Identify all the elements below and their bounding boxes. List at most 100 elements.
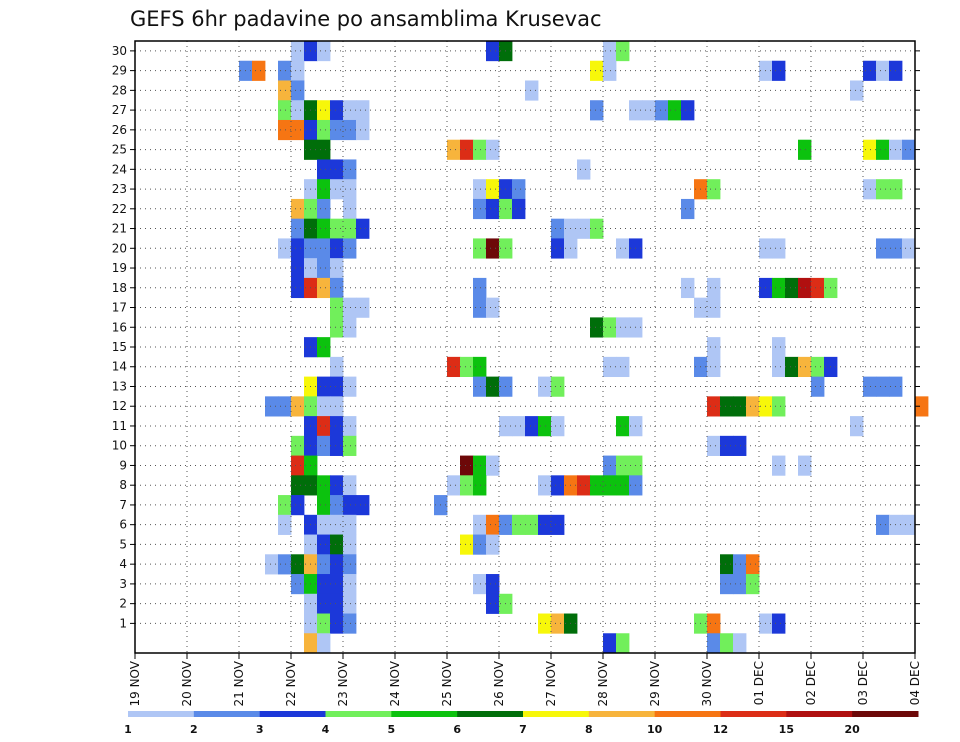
heatmap-cell [733,574,747,595]
heatmap-cell [291,435,305,456]
heatmap-cell [616,633,630,654]
heatmap-cell [343,554,357,575]
legend-swatch [523,711,590,717]
heatmap-cell [330,218,344,239]
y-tick-label: 18 [112,281,127,295]
heatmap-cell [798,139,812,160]
heatmap-cell [590,475,604,496]
legend-swatch [457,711,524,717]
heatmap-cell [551,218,565,239]
heatmap-cell [551,416,565,437]
legend-swatch [720,711,787,717]
heatmap-cell [343,416,357,437]
heatmap-cell [317,238,331,259]
heatmap-cell [330,179,344,200]
heatmap-cell [915,396,929,417]
heatmap-cell [330,297,344,318]
heatmap-cell [473,534,487,555]
heatmap-cell [707,396,721,417]
heatmap-cell [473,455,487,476]
heatmap-cell [798,356,812,378]
heatmap-cell [486,514,500,535]
heatmap-cell [278,554,292,575]
heatmap-cell [733,435,747,456]
heatmap-cell [343,534,357,555]
heatmap-cell [460,455,474,476]
heatmap-cell [343,574,357,595]
heatmap-cell [330,376,344,397]
heatmap-cell [681,277,695,299]
y-tick-label: 6 [119,518,127,532]
heatmap-cell [317,593,331,614]
heatmap-cell [811,277,825,299]
x-tick-label: 26 NOV [492,660,506,706]
y-tick-label: 14 [112,360,127,374]
heatmap-cell [473,238,487,259]
heatmap-cell [525,416,539,437]
heatmap-cell [317,574,331,595]
heatmap-cell [577,218,591,239]
heatmap-cell [733,633,747,654]
heatmap-cell [590,218,604,239]
heatmap-cell [473,139,487,160]
heatmap-cell [252,60,266,81]
heatmap-cell [707,277,721,299]
heatmap-cell [460,356,474,378]
x-tick-label: 28 NOV [596,660,610,706]
heatmap-cell [317,218,331,239]
heatmap-cell [330,435,344,456]
legend-label: 7 [519,723,527,736]
heatmap-cell [772,356,786,378]
heatmap-cell [798,455,812,476]
heatmap-cell [863,139,877,160]
heatmap-cell [681,198,695,220]
x-tick-label: 22 NOV [284,660,298,706]
x-tick-label: 01 DEC [752,661,766,705]
x-tick-label: 04 DEC [908,661,922,705]
heatmap-cell [291,119,305,141]
heatmap-cell [343,495,357,516]
heatmap-cell [785,277,799,299]
legend-label: 10 [647,723,663,736]
heatmap-cell [616,455,630,476]
legend-label: 4 [322,723,330,736]
y-tick-label: 9 [119,458,127,472]
heatmap-cell [265,396,279,417]
heatmap-cell [707,337,721,358]
heatmap-cell [902,238,916,259]
heatmap-cell [317,613,331,634]
heatmap-cell [551,475,565,496]
heatmap-cell [278,495,292,516]
x-tick-label: 27 NOV [544,660,558,706]
heatmap-cell [317,119,331,141]
heatmap-cell [512,198,526,220]
heatmap-cell [278,119,292,141]
heatmap-cell [317,633,331,654]
heatmap-cell [317,277,331,299]
heatmap-cell [746,396,760,417]
heatmap-cell [330,593,344,614]
heatmap-cell [772,60,786,81]
y-tick-label: 12 [112,399,127,413]
heatmap-cell [720,435,734,456]
heatmap-cell [486,198,500,220]
y-tick-label: 3 [119,577,127,591]
heatmap-cell [330,238,344,259]
heatmap-cell [642,100,656,121]
heatmap-cell [447,475,461,496]
heatmap-cell [603,455,617,476]
heatmap-cell [850,416,864,437]
y-tick-label: 15 [112,340,127,354]
heatmap-cell [317,416,331,437]
x-tick-label: 29 NOV [648,660,662,706]
heatmap-cell [330,356,344,378]
heatmap-cell [772,277,786,299]
heatmap-cell [330,554,344,575]
heatmap-cell [460,534,474,555]
heatmap-cell [603,41,617,62]
heatmap-cell [291,258,305,279]
heatmap-cell [772,613,786,634]
heatmap-cell [590,100,604,121]
color-legend: 1 2 3 4 5 6 7 8 10 12 15 20 [124,711,919,736]
